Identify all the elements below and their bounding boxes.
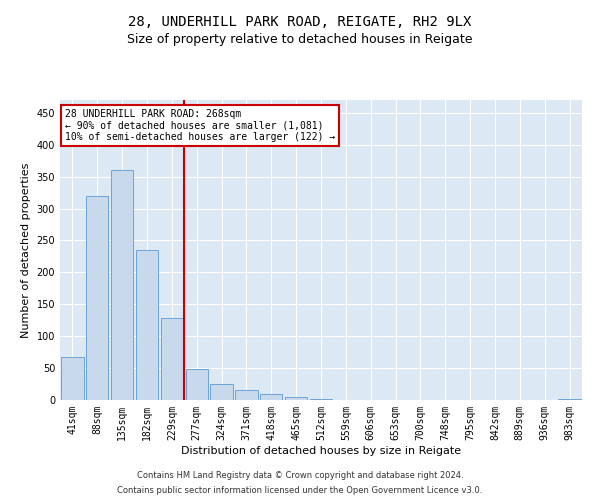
Bar (61, 356, 83, 400)
Bar (161, 318, 183, 400)
X-axis label: Distribution of detached houses by size in Reigate: Distribution of detached houses by size … (181, 446, 461, 456)
Text: Contains HM Land Registry data © Crown copyright and database right 2024.: Contains HM Land Registry data © Crown c… (137, 471, 463, 480)
Bar (136, 250, 158, 400)
Bar (235, 390, 257, 400)
Bar (211, 384, 233, 400)
Y-axis label: Number of detached properties: Number of detached properties (21, 162, 31, 338)
Text: 28, UNDERHILL PARK ROAD, REIGATE, RH2 9LX: 28, UNDERHILL PARK ROAD, REIGATE, RH2 9L… (128, 15, 472, 29)
Bar (285, 398, 307, 400)
Bar (86, 196, 109, 400)
Bar (111, 170, 133, 400)
Text: Contains public sector information licensed under the Open Government Licence v3: Contains public sector information licen… (118, 486, 482, 495)
Bar (260, 394, 283, 400)
Bar (185, 370, 208, 400)
Text: 28 UNDERHILL PARK ROAD: 268sqm
← 90% of detached houses are smaller (1,081)
10% : 28 UNDERHILL PARK ROAD: 268sqm ← 90% of … (65, 109, 335, 142)
Text: Size of property relative to detached houses in Reigate: Size of property relative to detached ho… (127, 32, 473, 46)
